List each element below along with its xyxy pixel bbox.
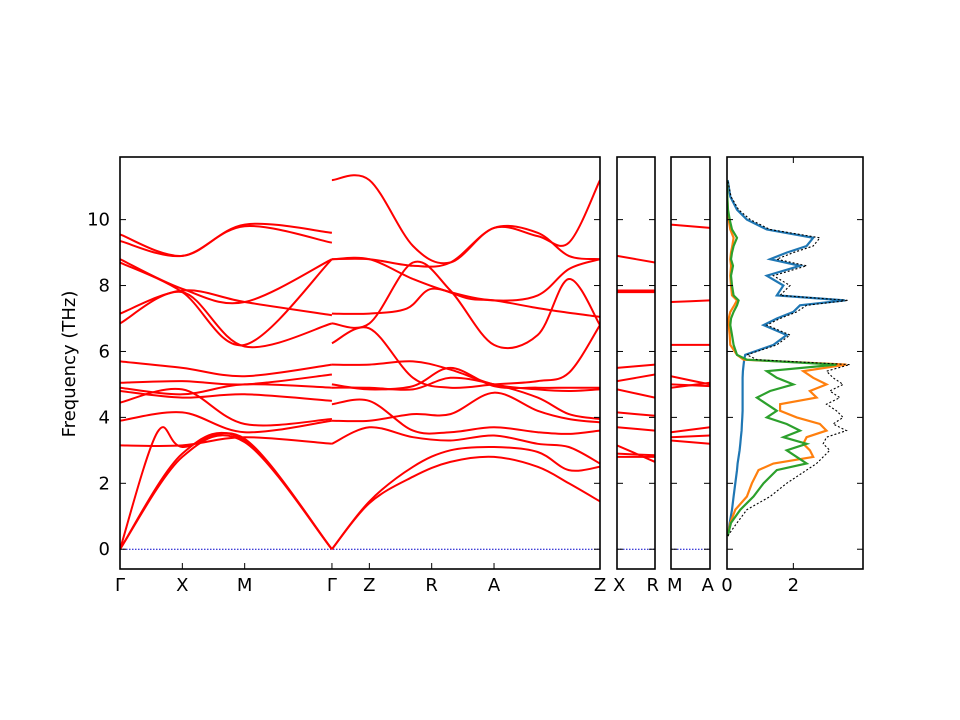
x-tick-label: R (425, 575, 438, 596)
phonon-branch (617, 411, 655, 417)
phonon-branch (120, 434, 333, 550)
y-tick-label: 4 (99, 407, 110, 428)
phonon-branch (331, 398, 600, 435)
phonon-branch (331, 391, 600, 424)
phonon-branch (120, 258, 333, 347)
x-tick-label: A (488, 575, 501, 596)
phonon-branch (671, 434, 710, 439)
phonon-branch (120, 387, 332, 427)
x-tick-label: R (646, 575, 659, 596)
phonon-branch (120, 436, 332, 448)
band-lines (120, 174, 600, 550)
x-tick-label: Z (363, 575, 375, 596)
phonon-branch (120, 289, 333, 317)
phonon-branch (120, 373, 333, 386)
panel-frame (119, 156, 601, 570)
phonon-branch (120, 360, 333, 378)
band-lines (617, 254, 655, 550)
phonon-branch (331, 287, 600, 318)
phonon-branch (671, 381, 710, 389)
phonon-branch (120, 291, 333, 349)
dos-x-tick-label: 0 (721, 575, 732, 596)
phonon-branch (331, 445, 600, 550)
phonon-branch (617, 388, 655, 399)
phonon-branch (331, 376, 600, 420)
band-panel-1: 0 2 4 6 8 10 Γ X M Γ Z R A Z (87, 156, 606, 596)
y-tick-label: 10 (87, 210, 110, 231)
phonon-branch (617, 426, 655, 432)
phonon-branch (331, 426, 600, 465)
phonon-branch (617, 452, 655, 457)
y-tick-label: 2 (99, 473, 110, 494)
y-tick-label: 8 (99, 276, 110, 297)
x-tick-label: M (667, 575, 683, 596)
x-tick-label: X (176, 575, 188, 596)
phonon-branch (120, 225, 333, 258)
x-tick-label: Γ (115, 575, 125, 596)
phonon-branch (331, 366, 600, 391)
dos-curves (727, 179, 850, 537)
y-tick-label: 6 (99, 341, 110, 362)
panel-frame (670, 156, 711, 570)
phonon-branch (120, 390, 332, 402)
phonon-branch (331, 256, 600, 302)
phonon-branch (331, 455, 600, 550)
dos-x-tick-label: 2 (788, 575, 799, 596)
dos-projected-curve (727, 180, 837, 537)
band-lines (671, 223, 710, 550)
phonon-branch (331, 260, 600, 350)
phonon-branch (671, 299, 710, 303)
x-tick-label: A (702, 575, 715, 596)
x-tick-label: Z (594, 575, 606, 596)
phonon-branch (617, 373, 655, 383)
y-tick-label: 0 (99, 539, 110, 560)
phonon-branch (120, 411, 333, 434)
dos-projected-curve (727, 179, 845, 537)
phonon-branch (120, 426, 333, 550)
phonon-branch (331, 360, 600, 393)
phonon-branch (617, 254, 655, 264)
dos-frame (726, 156, 864, 570)
phonon-branch (671, 426, 710, 434)
x-tick-label: M (237, 575, 253, 596)
phonon-branch (331, 324, 600, 389)
y-axis-label: Frequency (THz) (59, 291, 80, 438)
phonon-branch (671, 439, 710, 445)
phonon-branch (617, 363, 655, 369)
dos-total-curve (727, 179, 850, 537)
phonon-branch (120, 431, 333, 550)
panel-frame (616, 156, 656, 570)
x-tick-label: Γ (327, 575, 337, 596)
x-tick-label: X (613, 575, 625, 596)
phonon-branch (671, 223, 710, 229)
